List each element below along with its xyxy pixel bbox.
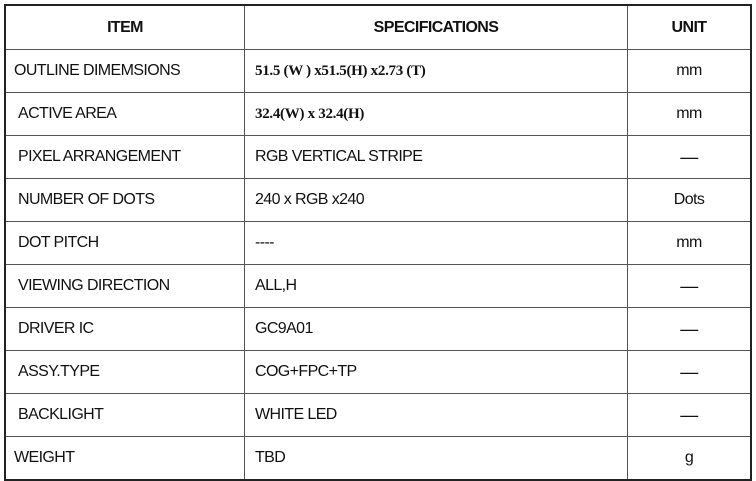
spec-cell: RGB VERTICAL STRIPE bbox=[244, 135, 628, 179]
item-cell: VIEWING DIRECTION bbox=[4, 264, 245, 308]
table-row: NUMBER OF DOTS 240 x RGB x240 Dots bbox=[4, 178, 752, 222]
spec-cell: ALL,H bbox=[244, 264, 628, 308]
table-row: VIEWING DIRECTION ALL,H — bbox=[4, 264, 752, 308]
unit-cell: — bbox=[627, 350, 752, 394]
spec-cell: COG+FPC+TP bbox=[244, 350, 628, 394]
item-cell: BACKLIGHT bbox=[4, 393, 245, 437]
spec-cell: 51.5 (W ) x51.5(H) x2.73 (T) bbox=[244, 49, 628, 93]
item-cell: ASSY.TYPE bbox=[4, 350, 245, 394]
table-row: BACKLIGHT WHITE LED — bbox=[4, 393, 752, 437]
spec-cell: 32.4(W) x 32.4(H) bbox=[244, 92, 628, 136]
table-row: ACTIVE AREA 32.4(W) x 32.4(H) mm bbox=[4, 92, 752, 136]
item-cell: DOT PITCH bbox=[4, 221, 245, 265]
table-row: OUTLINE DIMEMSIONS 51.5 (W ) x51.5(H) x2… bbox=[4, 49, 752, 93]
spec-cell: 240 x RGB x240 bbox=[244, 178, 628, 222]
header-item: ITEM bbox=[4, 4, 245, 50]
spec-cell: ---- bbox=[244, 221, 628, 265]
spec-cell: GC9A01 bbox=[244, 307, 628, 351]
unit-cell: — bbox=[627, 264, 752, 308]
unit-cell: — bbox=[627, 135, 752, 179]
item-cell: WEIGHT bbox=[4, 436, 245, 481]
unit-cell: mm bbox=[627, 92, 752, 136]
unit-cell: — bbox=[627, 307, 752, 351]
table-row: ASSY.TYPE COG+FPC+TP — bbox=[4, 350, 752, 394]
table-row: DOT PITCH ---- mm bbox=[4, 221, 752, 265]
table-header-row: ITEM SPECIFICATIONS UNIT bbox=[4, 4, 752, 50]
header-specifications: SPECIFICATIONS bbox=[244, 4, 628, 50]
item-cell: ACTIVE AREA bbox=[4, 92, 245, 136]
spec-cell: WHITE LED bbox=[244, 393, 628, 437]
item-cell: NUMBER OF DOTS bbox=[4, 178, 245, 222]
spec-cell: TBD bbox=[244, 436, 628, 481]
unit-cell: mm bbox=[627, 221, 752, 265]
header-unit: UNIT bbox=[627, 4, 752, 50]
item-cell: PIXEL ARRANGEMENT bbox=[4, 135, 245, 179]
unit-cell: — bbox=[627, 393, 752, 437]
table-row: DRIVER IC GC9A01 — bbox=[4, 307, 752, 351]
item-cell: DRIVER IC bbox=[4, 307, 245, 351]
table-row: PIXEL ARRANGEMENT RGB VERTICAL STRIPE — bbox=[4, 135, 752, 179]
table-row: WEIGHT TBD g bbox=[4, 436, 752, 481]
specifications-table: ITEM SPECIFICATIONS UNIT OUTLINE DIMEMSI… bbox=[4, 4, 752, 481]
unit-cell: mm bbox=[627, 49, 752, 93]
unit-cell: g bbox=[627, 436, 752, 481]
unit-cell: Dots bbox=[627, 178, 752, 222]
item-cell: OUTLINE DIMEMSIONS bbox=[4, 49, 245, 93]
